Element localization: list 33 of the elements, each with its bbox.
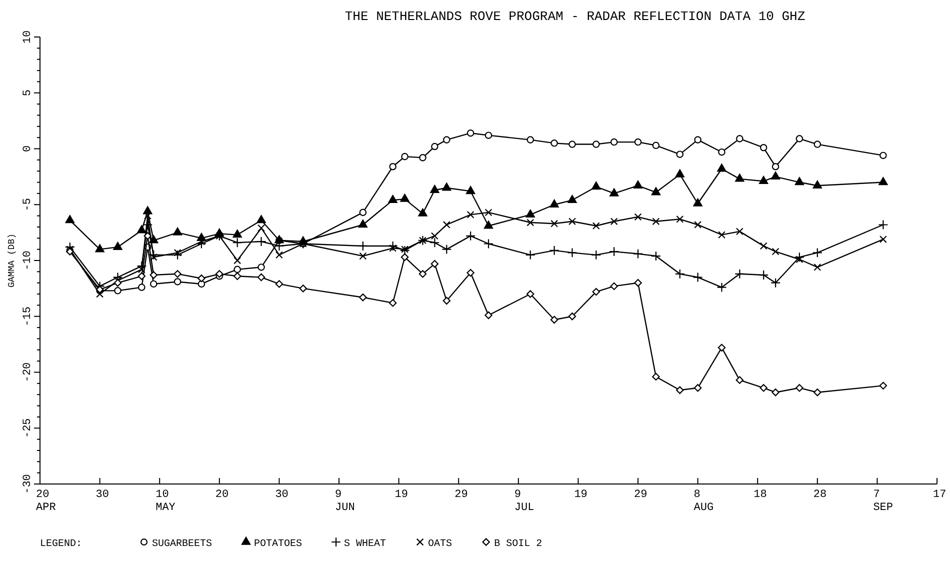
y-tick-label: -10 (22, 250, 34, 270)
x-tick-label: 7 SEP (873, 489, 894, 514)
y-tick-label: -30 (22, 474, 34, 494)
x-tick-label: 10 MAY (156, 489, 176, 514)
y-tick-label: 10 (22, 30, 34, 44)
legend-label: OATS (428, 539, 452, 550)
x-tick-label: 20 (215, 489, 229, 501)
x-tick-label: 30 (275, 489, 288, 501)
x-tick-label: 8 AUG (694, 489, 714, 514)
x-tick-label: 19 (574, 489, 588, 501)
y-axis-title: GAMMA (DB) (7, 233, 17, 288)
y-tick-label: -15 (22, 306, 34, 326)
x-tick-label: 9 JUL (514, 489, 534, 514)
chart-title: THE NETHERLANDS ROVE PROGRAM - RADAR REFLECTION DATA 10 GHZ (344, 9, 806, 24)
x-tick-label: 30 (96, 489, 110, 501)
legend-label: SUGARBEETS (152, 539, 212, 550)
x-tick-label: 29 (454, 489, 468, 501)
y-tick-label: -25 (22, 418, 34, 438)
legend-title: LEGEND: (40, 539, 82, 550)
x-tick-label: 9 JUN (335, 489, 355, 514)
x-tick-label: 18 (754, 489, 767, 501)
x-tick-label: 28 (813, 489, 827, 501)
y-tick-label: -5 (22, 198, 34, 212)
legend-label: B SOIL 2 (494, 539, 542, 550)
legend-label: S WHEAT (344, 539, 386, 550)
x-tick-label: 29 (634, 489, 648, 501)
x-tick-label: 20 APR (36, 489, 56, 514)
y-tick-label: 5 (22, 90, 34, 96)
y-tick-label: -20 (22, 362, 34, 382)
y-tick-label: 0 (22, 145, 34, 152)
legend-label: POTATOES (254, 539, 302, 550)
x-tick-label: 19 (394, 489, 408, 501)
x-tick-label: 17 (933, 489, 946, 501)
